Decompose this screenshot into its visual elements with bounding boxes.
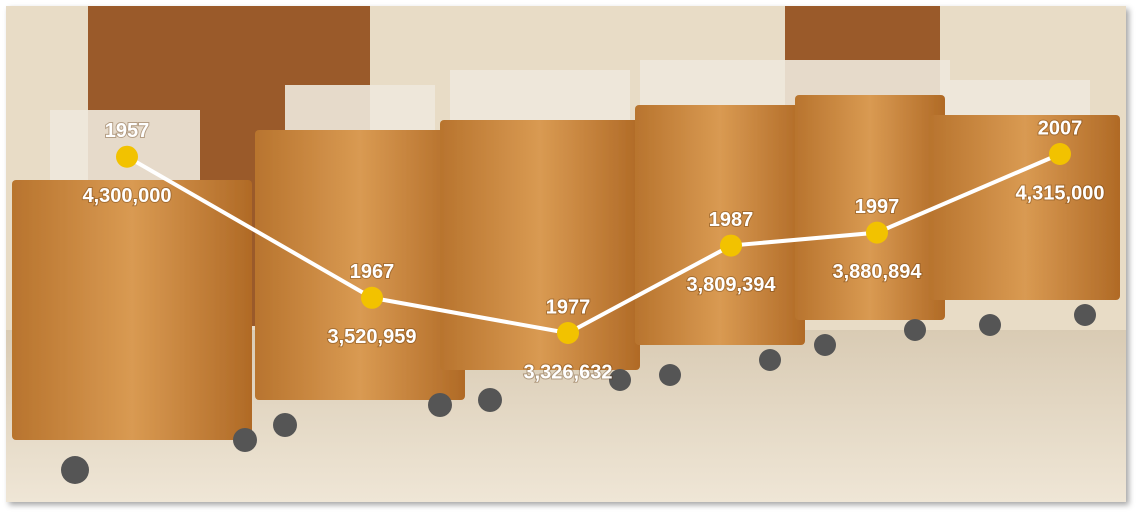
cart	[255, 130, 465, 400]
point	[1049, 143, 1071, 165]
category-label: 1967	[350, 261, 395, 283]
value-label: 3,809,394	[687, 274, 777, 296]
category-label: 1957	[105, 120, 150, 142]
value-label: 4,300,000	[83, 185, 172, 207]
category-label: 1977	[546, 296, 591, 318]
cart	[930, 115, 1120, 300]
point	[866, 221, 888, 244]
category-label: 1987	[709, 209, 754, 231]
point	[557, 322, 579, 344]
point	[361, 286, 383, 309]
photo-background	[6, 6, 1126, 502]
value-label: 3,880,894	[833, 261, 923, 283]
line	[126, 152, 1061, 336]
value-label: 3,520,959	[328, 326, 417, 348]
cart	[440, 120, 640, 370]
category-label: 2007	[1038, 117, 1083, 139]
value-label: 3,326,632	[524, 361, 613, 383]
cart	[12, 180, 252, 440]
wheels	[61, 304, 1096, 484]
point	[116, 145, 138, 168]
cart	[635, 105, 805, 345]
value-label: 4,315,000	[1016, 182, 1105, 204]
category-label: 1997	[855, 196, 900, 218]
cart	[795, 95, 945, 320]
point	[720, 234, 742, 257]
